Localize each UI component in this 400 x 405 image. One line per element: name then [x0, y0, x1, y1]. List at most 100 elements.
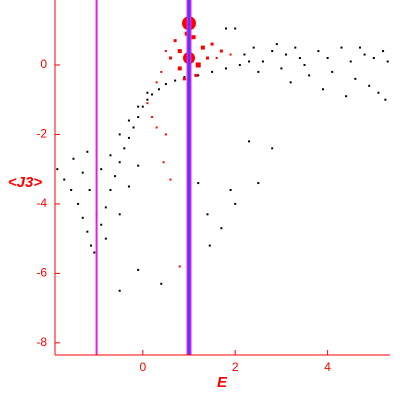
point [219, 49, 223, 53]
point [132, 126, 135, 129]
point [289, 81, 292, 84]
point [220, 227, 223, 230]
y-axis-label: <J3> [8, 174, 42, 191]
point [210, 42, 214, 46]
x-tick-label: 2 [232, 360, 239, 374]
point [127, 185, 130, 188]
point [243, 53, 246, 56]
y-tick-label: -2 [36, 127, 47, 141]
point [173, 39, 177, 43]
point [211, 70, 214, 73]
point [248, 60, 251, 63]
point [322, 88, 324, 91]
point [81, 216, 84, 219]
point [164, 83, 167, 86]
y-tick-label: -6 [36, 266, 47, 280]
point [349, 60, 352, 63]
point [63, 178, 66, 181]
point [162, 161, 165, 164]
point [368, 84, 371, 87]
point [169, 56, 173, 60]
point [88, 189, 91, 192]
point [160, 70, 163, 73]
point [340, 46, 343, 49]
point [229, 53, 232, 56]
point [363, 53, 366, 56]
point [215, 57, 218, 60]
point [197, 182, 200, 185]
point [178, 265, 181, 268]
point [238, 63, 241, 66]
point [72, 157, 75, 160]
point [382, 50, 385, 53]
point [137, 164, 140, 167]
point [141, 105, 144, 108]
point [90, 244, 93, 247]
point [252, 46, 255, 49]
point [234, 27, 237, 30]
point [86, 150, 89, 153]
point [56, 168, 59, 171]
point [118, 133, 121, 136]
point [294, 46, 297, 49]
y-tick-label: -8 [36, 335, 47, 349]
point [224, 67, 227, 70]
point [280, 67, 283, 70]
point [206, 213, 209, 216]
point [137, 116, 140, 119]
point [118, 161, 121, 164]
point [257, 70, 260, 73]
point [177, 66, 182, 71]
point [123, 147, 126, 150]
point [298, 57, 301, 60]
point [93, 251, 96, 254]
point [275, 43, 278, 46]
point [104, 237, 107, 240]
point [155, 81, 158, 84]
point [261, 60, 264, 63]
point [384, 98, 387, 101]
point [77, 202, 80, 205]
point [354, 77, 357, 80]
point [234, 202, 237, 205]
point [271, 50, 274, 53]
point [146, 102, 149, 105]
x-axis-label: E [217, 374, 228, 391]
point [86, 230, 89, 233]
x-tick-label: 4 [324, 360, 331, 374]
point [248, 140, 251, 143]
point [285, 53, 288, 56]
point [257, 182, 260, 185]
point [157, 88, 160, 91]
point [205, 56, 209, 60]
point [114, 175, 117, 178]
point [146, 98, 149, 101]
point [194, 73, 198, 77]
point [146, 91, 149, 94]
point [200, 45, 205, 50]
point [271, 147, 274, 150]
point [183, 76, 186, 79]
point [164, 133, 167, 136]
point [104, 206, 107, 209]
y-tick-label: 0 [40, 57, 47, 71]
point [195, 62, 201, 68]
point [169, 178, 172, 181]
point [164, 50, 167, 53]
point [208, 244, 211, 247]
point [137, 105, 140, 108]
point [224, 27, 227, 30]
point [345, 95, 348, 98]
point [160, 282, 163, 285]
point [100, 168, 103, 171]
point [109, 154, 112, 157]
point [326, 57, 329, 60]
point [151, 93, 154, 96]
point [137, 268, 140, 271]
point [308, 74, 311, 77]
point [177, 49, 182, 54]
point [155, 126, 158, 129]
point [127, 136, 130, 139]
point [386, 60, 389, 63]
point [317, 50, 320, 53]
